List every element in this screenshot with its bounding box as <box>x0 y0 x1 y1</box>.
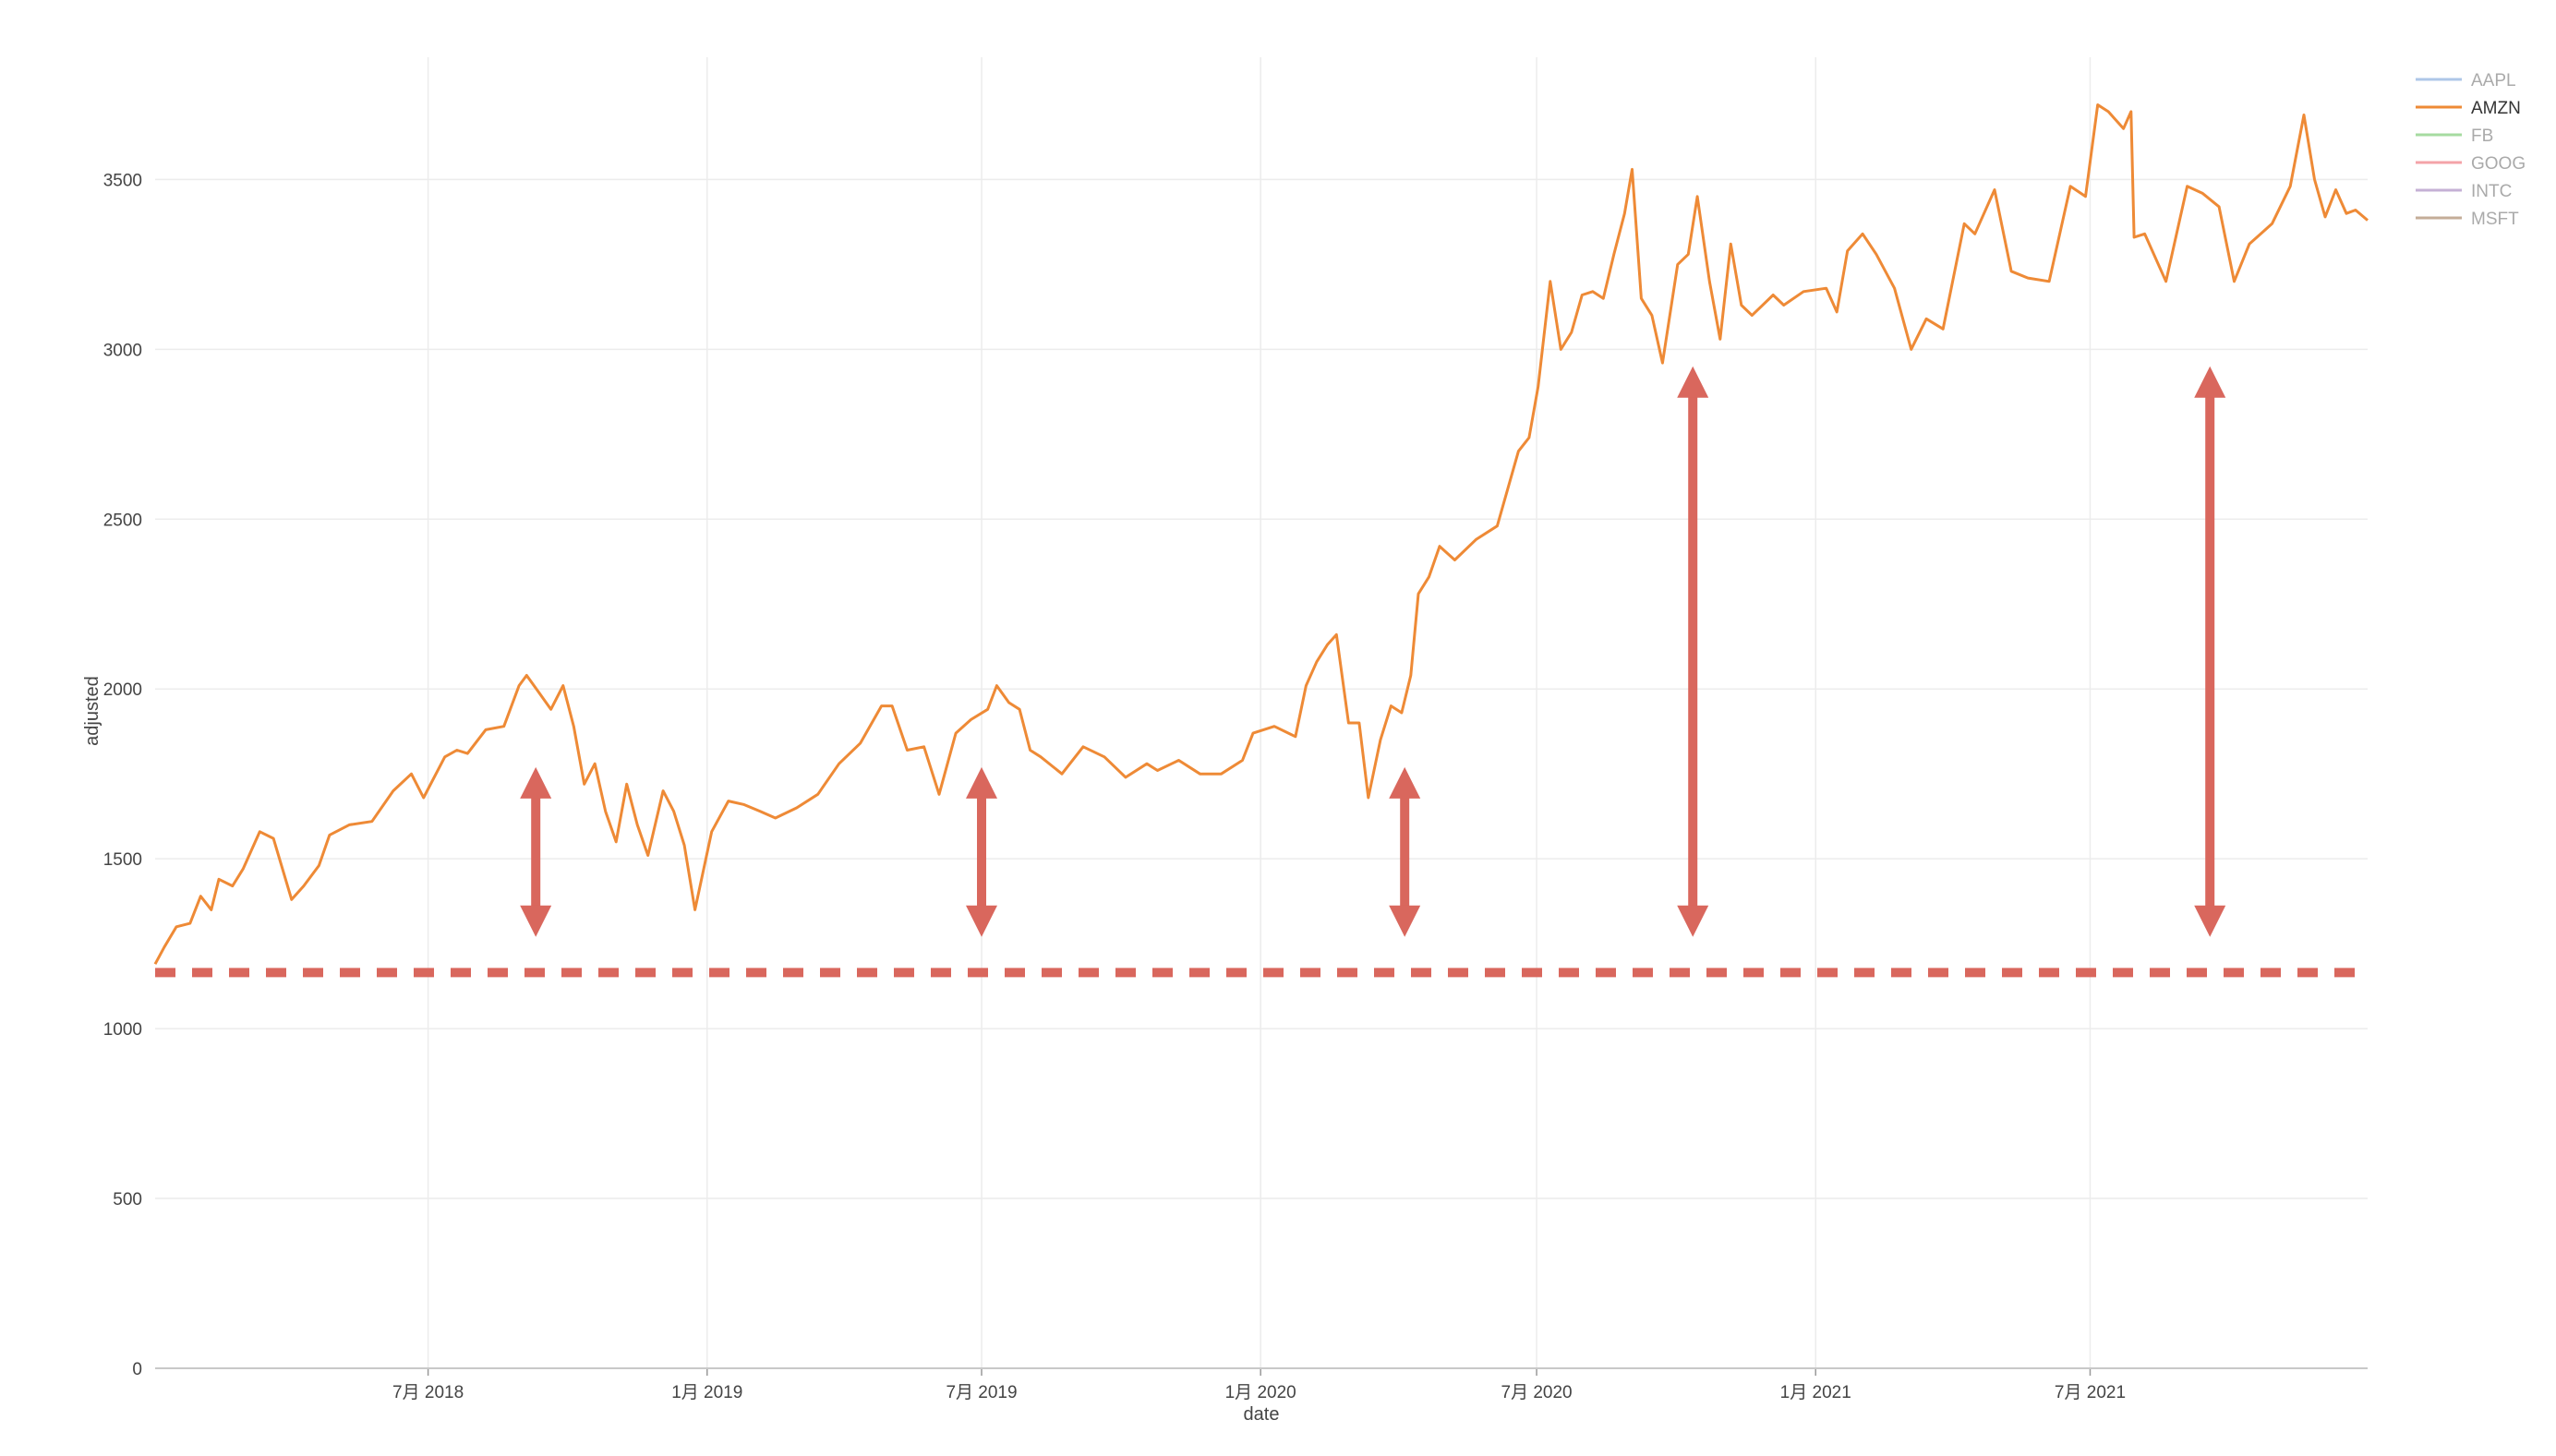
series-line-amzn[interactable] <box>153 103 2369 965</box>
arrow-head-down <box>1389 905 1421 937</box>
y-tick-label: 3000 <box>103 341 142 360</box>
legend-item-fb[interactable]: FB <box>2416 126 2493 146</box>
y-tick-label: 3500 <box>103 171 142 190</box>
legend-label: AMZN <box>2471 99 2521 118</box>
legend-item-msft[interactable]: MSFT <box>2416 210 2519 229</box>
arrow-head-up <box>966 766 998 799</box>
annotations <box>155 366 2368 978</box>
legend-item-amzn[interactable]: AMZN <box>2416 99 2521 118</box>
x-axis-label: date <box>1244 1404 1280 1425</box>
x-tick-label: 7月 2018 <box>392 1383 464 1402</box>
x-tick-label: 1月 2021 <box>1780 1383 1851 1402</box>
legend-label: GOOG <box>2471 154 2526 174</box>
legend-item-aapl[interactable]: AAPL <box>2416 71 2516 90</box>
arrow-head-up <box>520 766 552 799</box>
arrow-head-down <box>2194 905 2226 937</box>
axes: 0 500 1000 1500 2000 2500 3000 3500 7月 2018 1月 20… <box>103 171 2368 1402</box>
legend-item-intc[interactable]: INTC <box>2416 182 2512 201</box>
x-tick-label: 7月 2019 <box>946 1383 1017 1402</box>
double-arrow <box>520 766 552 937</box>
y-tick-label: 500 <box>113 1190 142 1209</box>
legend-label: INTC <box>2471 182 2512 201</box>
arrow-head-down <box>1677 905 1709 937</box>
arrow-head-up <box>2194 366 2226 398</box>
y-axis-label: adjusted <box>82 676 102 746</box>
double-arrow <box>1389 766 1421 937</box>
arrow-head-up <box>1677 366 1709 398</box>
y-tick-label: 0 <box>132 1360 142 1379</box>
arrow-head-down <box>520 905 552 937</box>
grid-lines <box>155 57 2368 1368</box>
y-tick-label: 2500 <box>103 511 142 530</box>
legend-item-goog[interactable]: GOOG <box>2416 154 2526 174</box>
double-arrow <box>2194 366 2226 937</box>
double-arrow <box>1677 366 1709 937</box>
series-lines <box>153 103 2369 965</box>
legend: AAPL AMZN FB GOOG INTC MSFT <box>2416 71 2526 229</box>
x-tick-label: 7月 2020 <box>1501 1383 1573 1402</box>
legend-label: MSFT <box>2471 210 2519 229</box>
y-tick-label: 2000 <box>103 680 142 700</box>
x-tick-label: 1月 2020 <box>1225 1383 1296 1402</box>
legend-label: AAPL <box>2471 71 2516 90</box>
arrow-head-up <box>1389 766 1421 799</box>
double-arrow <box>966 766 998 937</box>
arrow-head-down <box>966 905 998 937</box>
x-tick-label: 1月 2019 <box>671 1383 742 1402</box>
x-tick-label: 7月 2021 <box>2055 1383 2126 1402</box>
legend-label: FB <box>2471 126 2493 146</box>
y-tick-label: 1000 <box>103 1020 142 1040</box>
y-tick-label: 1500 <box>103 850 142 870</box>
